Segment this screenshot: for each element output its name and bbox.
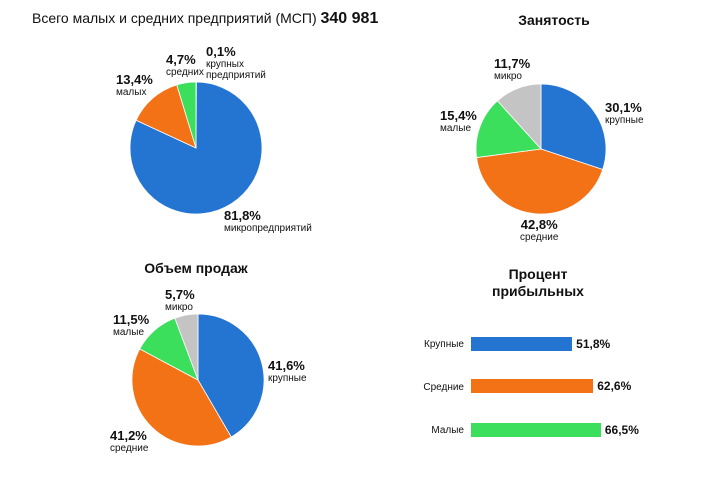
label-medium-0: 4,7% средних (166, 52, 204, 78)
slice-pct: 15,4% (440, 108, 477, 123)
label-micro-1: 11,7% микро (494, 56, 530, 82)
label-small-2: 11,5% малые (113, 312, 149, 338)
pie-slice (176, 81, 197, 149)
profitable-title-line: прибыльных (492, 283, 584, 299)
profitable-title-line: Процент (508, 266, 568, 282)
sales-pie (131, 313, 265, 447)
slice-pct: 30,1% (605, 100, 642, 115)
slice-pct: 81,8% (224, 208, 261, 223)
slice-sub: крупные (605, 115, 644, 126)
bar-medium (471, 379, 594, 393)
label-medium-1: 42,8% средние (520, 217, 558, 243)
bar-small (471, 423, 601, 437)
label-small-1: 15,4% малые (440, 108, 477, 134)
page-title: Всего малых и средних предприятий (МСП) … (32, 10, 378, 28)
pie-slice (131, 348, 232, 447)
label-large-0: 0,1% крупных предприятий (206, 44, 266, 81)
bar-category-label: Малые (431, 425, 464, 436)
employment-pie (475, 83, 607, 215)
slice-sub: малые (440, 123, 472, 134)
slice-sub: средних (166, 67, 204, 78)
label-micro-2: 5,7% микро (165, 287, 195, 313)
pie-slice (476, 148, 604, 215)
sales-title: Объем продаж (144, 260, 248, 276)
slice-pct: 13,4% (116, 72, 153, 87)
slice-pct: 5,7% (165, 287, 195, 302)
slice-sub: микро (494, 71, 522, 82)
slice-pct: 11,7% (494, 56, 531, 71)
slice-sub: малые (113, 327, 145, 338)
bar-category-label: Крупные (424, 339, 464, 350)
bar-category-label: Средние (423, 382, 464, 393)
label-large-2: 41,6% крупные (268, 358, 307, 384)
slice-sub: средние (110, 443, 149, 454)
total-count: 340 981 (320, 10, 379, 27)
employment-title: Занятость (518, 12, 590, 28)
bar-value-label: 51,8% (576, 337, 611, 351)
profitable-title: Процент прибыльных (468, 266, 608, 300)
slice-sub: предприятий (206, 70, 266, 81)
page-title-text: Всего малых и средних предприятий (МСП) (32, 10, 317, 26)
bar-value-label: 66,5% (604, 423, 639, 437)
pie-slice (540, 83, 607, 170)
slice-sub: крупных (206, 59, 244, 70)
msp-pie (129, 81, 263, 215)
slice-sub: средние (520, 232, 559, 243)
pie-slice (197, 313, 265, 438)
label-small-0: 13,4% малых (116, 72, 153, 98)
bar-value-label: 62,6% (597, 379, 632, 393)
slice-pct: 4,7% (166, 52, 196, 67)
pie-slice (496, 83, 542, 151)
bar-large (471, 337, 573, 351)
slice-pct: 11,5% (113, 312, 150, 327)
pie-slice (174, 313, 199, 381)
slice-sub: микропредприятий (224, 223, 312, 234)
label-micro-0: 81,8% микропредприятий (224, 208, 312, 234)
slice-pct: 41,6% (268, 358, 305, 373)
label-large-1: 30,1% крупные (605, 100, 644, 126)
pie-slice (475, 100, 542, 159)
slice-sub: микро (165, 302, 193, 313)
slice-pct: 42,8% (520, 217, 558, 232)
label-medium-2: 41,2% средние (110, 428, 148, 454)
slice-pct: 0,1% (206, 44, 236, 59)
slice-sub: крупные (268, 373, 307, 384)
slice-pct: 41,2% (110, 428, 147, 443)
slice-sub: малых (116, 87, 147, 98)
pie-slice (135, 84, 197, 149)
